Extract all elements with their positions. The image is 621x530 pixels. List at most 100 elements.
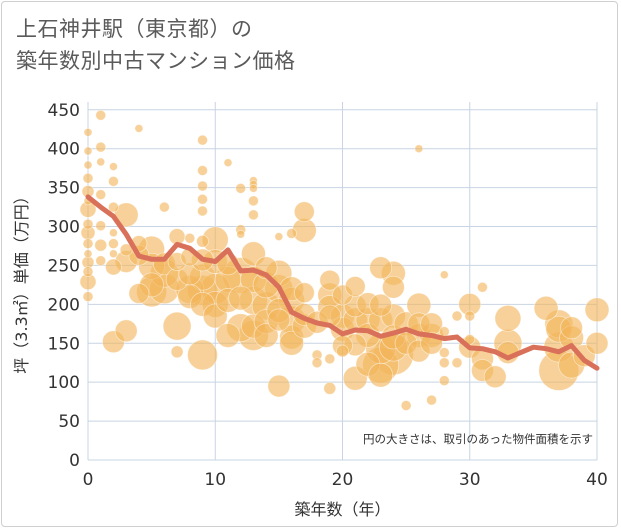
bubble-point <box>187 339 218 371</box>
axis-ticks: 0 50 100 150 200 250 300 350 400 450 0 10 20 30 40 <box>48 101 608 490</box>
bubble-point <box>158 201 170 213</box>
bubble-point <box>533 295 559 321</box>
bubble-point <box>83 249 93 259</box>
bubble-size-note: 円の大きさは、取引のあった物件面積を示す <box>363 432 593 446</box>
bubble-point <box>344 276 366 297</box>
bubble-point <box>323 381 337 395</box>
chart-title: 上石神井駅（東京都）の 築年数別中古マンション価格 <box>16 14 296 77</box>
bubble-point <box>381 275 405 299</box>
bubble-point <box>369 256 393 280</box>
bubble-point <box>585 331 609 355</box>
bubble-point <box>439 270 449 280</box>
bubble-point <box>274 232 284 242</box>
bubble-point <box>253 323 279 348</box>
bubble-point <box>108 175 119 187</box>
bubble-point <box>293 282 315 304</box>
bubble-point <box>83 146 93 156</box>
bubble-point <box>368 362 394 388</box>
x-tick-label: 30 <box>459 470 481 490</box>
bubble-point <box>95 109 107 121</box>
bubble-point <box>82 291 94 302</box>
average-line-series <box>85 194 600 371</box>
bubble-point <box>451 310 463 322</box>
y-tick-label: 300 <box>48 218 80 238</box>
bubble-point <box>82 266 94 278</box>
bubble-point <box>464 310 476 322</box>
bubble-point <box>197 134 208 146</box>
bubble-point <box>223 158 233 168</box>
bubble-point <box>82 238 94 250</box>
bubble-point <box>170 345 184 359</box>
bubble-point <box>82 172 94 184</box>
average-price-line <box>85 194 600 371</box>
bubble-point <box>228 285 254 311</box>
y-tick-label: 400 <box>48 140 80 160</box>
bubble-point <box>95 189 107 201</box>
bubble-point <box>483 365 507 389</box>
bubble-point <box>83 127 93 137</box>
bubble-point <box>267 308 291 332</box>
x-tick-label: 0 <box>83 470 94 490</box>
bubble-point <box>279 330 305 356</box>
x-tick-label: 20 <box>332 470 354 490</box>
x-axis-label: 築年数（年） <box>294 500 390 519</box>
bubble-point <box>438 375 450 387</box>
bubble-point <box>109 162 118 171</box>
bubble-point <box>94 238 108 252</box>
bubble-point <box>477 281 488 293</box>
bubble-point <box>197 193 208 205</box>
bubble-point <box>114 319 138 343</box>
bubble-point <box>451 357 463 369</box>
y-axis-label: 坪（3.3㎡）単価（万円） <box>12 188 31 373</box>
bubble-point <box>105 258 122 276</box>
bubble-point <box>83 160 93 170</box>
bubble-point <box>560 316 583 340</box>
bubble-point <box>108 238 119 250</box>
bubble-point <box>249 183 258 193</box>
y-tick-label: 450 <box>48 101 80 121</box>
bubble-point <box>134 124 144 133</box>
bubble-point <box>438 347 450 359</box>
y-tick-label: 0 <box>69 451 80 471</box>
y-tick-label: 50 <box>58 412 80 432</box>
bubble-point <box>197 205 208 217</box>
bubble-point <box>438 326 450 337</box>
bubble-point <box>184 232 196 244</box>
bubble-point <box>400 400 412 411</box>
bubble-point <box>197 180 208 192</box>
bubble-point <box>286 228 298 239</box>
x-tick-label: 10 <box>204 470 226 490</box>
chart-title-line2: 築年数別中古マンション価格 <box>16 48 296 73</box>
bubble-point <box>109 228 118 238</box>
bubble-point <box>267 374 291 398</box>
bubble-point <box>128 283 150 304</box>
bubble-point <box>235 182 247 194</box>
bubble-point <box>95 220 107 232</box>
bubble-point <box>438 357 450 369</box>
y-tick-label: 350 <box>48 179 80 199</box>
bubble-point <box>215 323 241 348</box>
bubble-point <box>108 201 119 213</box>
bubble-point <box>236 229 246 239</box>
bubble-point <box>414 144 424 154</box>
bubble-point <box>494 304 522 332</box>
bubble-point <box>119 243 133 257</box>
bubble-point <box>293 201 315 223</box>
bubble-point <box>584 297 610 323</box>
bubble-point <box>82 218 94 230</box>
chart-title-line1: 上石神井駅（東京都）の <box>16 17 253 41</box>
bubble-point <box>319 269 341 291</box>
bubble-point <box>248 209 259 221</box>
y-tick-label: 250 <box>48 256 80 276</box>
bubble-point <box>95 141 107 153</box>
bubble-point <box>324 353 336 365</box>
bubble-point <box>464 333 476 345</box>
bubble-point <box>248 195 259 207</box>
y-tick-label: 100 <box>48 373 80 393</box>
bubble-point <box>336 344 349 358</box>
bubble-point <box>311 357 323 369</box>
y-tick-label: 200 <box>48 295 80 315</box>
bubble-point <box>426 394 437 406</box>
bubble-point <box>109 249 118 259</box>
